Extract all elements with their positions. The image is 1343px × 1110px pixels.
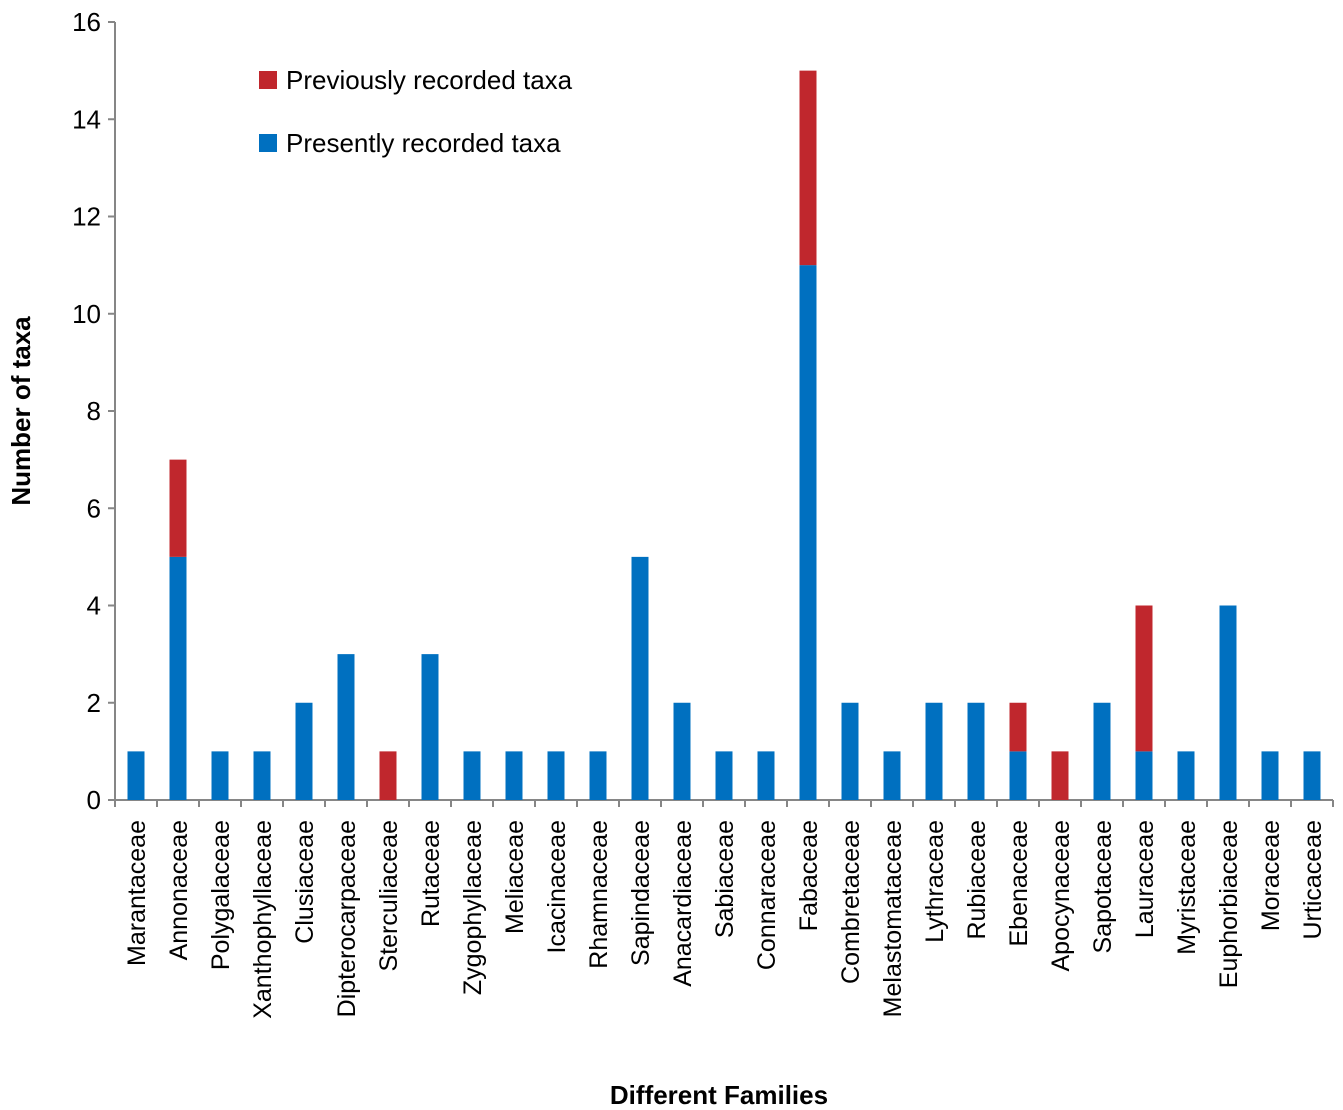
x-tick-label: Ebenaceae: [1005, 820, 1033, 947]
x-tick-label: Sabiaceae: [711, 820, 739, 938]
x-tick-label: Fabaceae: [795, 820, 823, 931]
x-tick-label: Connaraceae: [753, 820, 781, 970]
y-tick-label: 12: [72, 202, 101, 232]
x-tick-label: Marantaceae: [123, 820, 151, 966]
y-tick-label: 0: [87, 785, 101, 815]
bar-presently-sapindaceae: [631, 556, 649, 800]
x-tick-label: Euphorbiaceae: [1215, 820, 1243, 988]
x-tick-label: Sapindaceae: [627, 820, 655, 966]
bar-previously-ebenaceae: [1009, 702, 1027, 752]
bar-presently-lythraceae: [925, 702, 943, 800]
y-tick-label: 16: [72, 7, 101, 37]
x-tick-label: Dipterocarpaceae: [333, 820, 361, 1017]
bar-previously-apocynaceae: [1051, 751, 1069, 800]
x-tick-label: Rutaceae: [417, 820, 445, 927]
legend-label: Previously recorded taxa: [286, 65, 573, 95]
bar-presently-rubiaceae: [967, 702, 985, 800]
legend-swatch: [259, 134, 277, 152]
legend-label: Presently recorded taxa: [286, 128, 561, 158]
x-tick-label: Rubiaceae: [963, 820, 991, 940]
bar-presently-dipterocarpaceae: [337, 654, 355, 800]
x-tick-label: Urticaceae: [1299, 820, 1327, 940]
bar-presently-rutaceae: [421, 654, 439, 800]
legend-swatch: [259, 71, 277, 89]
legend: Previously recorded taxa Presently record…: [259, 65, 573, 158]
x-tick-label: Moraceae: [1257, 820, 1285, 931]
bar-presently-myristaceae: [1177, 751, 1195, 800]
bar-previously-sterculiaceae: [379, 751, 397, 800]
bar-presently-clusiaceae: [295, 702, 313, 800]
bars-layer: [127, 70, 1321, 800]
x-tick-label: Rhamnaceae: [585, 820, 613, 969]
bar-presently-sabiaceae: [715, 751, 733, 800]
x-tick-label: Apocynaceae: [1047, 820, 1075, 972]
bar-presently-melastomataceae: [883, 751, 901, 800]
x-tick-label: Lythraceae: [921, 820, 949, 943]
bar-presently-zygophyllaceae: [463, 751, 481, 800]
bar-presently-polygalaceae: [211, 751, 229, 800]
y-tick-label: 2: [87, 688, 101, 718]
bar-presently-anacardiaceae: [673, 702, 691, 800]
y-tick-label: 4: [87, 591, 101, 621]
x-tick-label: Lauraceae: [1131, 820, 1159, 938]
axes-layer: [108, 21, 1334, 807]
y-tick-label: 6: [87, 493, 101, 523]
bar-presently-fabaceae: [799, 265, 817, 800]
bar-presently-connaraceae: [757, 751, 775, 800]
x-tick-label: Annonaceae: [165, 820, 193, 960]
bar-presently-annonaceae: [169, 556, 187, 800]
labels-layer: 0 2 4 6 8 10 12 14 16 Marantaceae Annonaceae Polyga…: [72, 7, 1327, 1019]
bar-previously-annonaceae: [169, 459, 187, 557]
bar-presently-moraceae: [1261, 751, 1279, 800]
bar-presently-meliaceae: [505, 751, 523, 800]
x-tick-label: Myristaceae: [1173, 820, 1201, 955]
x-tick-label: Polygalaceae: [207, 820, 235, 970]
x-tick-label: Sterculiaceae: [375, 820, 403, 971]
x-tick-label: Zygophyllaceae: [459, 820, 487, 995]
y-tick-label: 14: [72, 104, 101, 134]
x-tick-label: Meliaceae: [501, 820, 529, 934]
bar-previously-fabaceae: [799, 70, 817, 266]
x-axis-title: Different Families: [610, 1080, 828, 1110]
y-tick-label: 10: [72, 299, 101, 329]
bar-presently-euphorbiaceae: [1219, 605, 1237, 800]
bar-previously-lauraceae: [1135, 605, 1153, 752]
x-tick-label: Melastomataceae: [879, 820, 907, 1017]
bar-presently-xanthophyllaceae: [253, 751, 271, 800]
bar-presently-rhamnaceae: [589, 751, 607, 800]
bar-presently-lauraceae: [1135, 751, 1153, 800]
x-tick-label: Sapotaceae: [1089, 820, 1117, 953]
x-tick-label: Combretaceae: [837, 820, 865, 984]
y-axis-title: Number of taxa: [6, 316, 36, 506]
bar-presently-marantaceae: [127, 751, 145, 800]
x-tick-label: Icacinaceae: [543, 820, 571, 953]
x-tick-label: Clusiaceae: [291, 820, 319, 944]
bar-presently-icacinaceae: [547, 751, 565, 800]
x-tick-label: Xanthophyllaceae: [249, 820, 277, 1019]
bar-presently-urticaceae: [1303, 751, 1321, 800]
bar-presently-combretaceae: [841, 702, 859, 800]
y-tick-label: 8: [87, 396, 101, 426]
bar-presently-ebenaceae: [1009, 751, 1027, 800]
bar-presently-sapotaceae: [1093, 702, 1111, 800]
x-tick-label: Anacardiaceae: [669, 820, 697, 987]
